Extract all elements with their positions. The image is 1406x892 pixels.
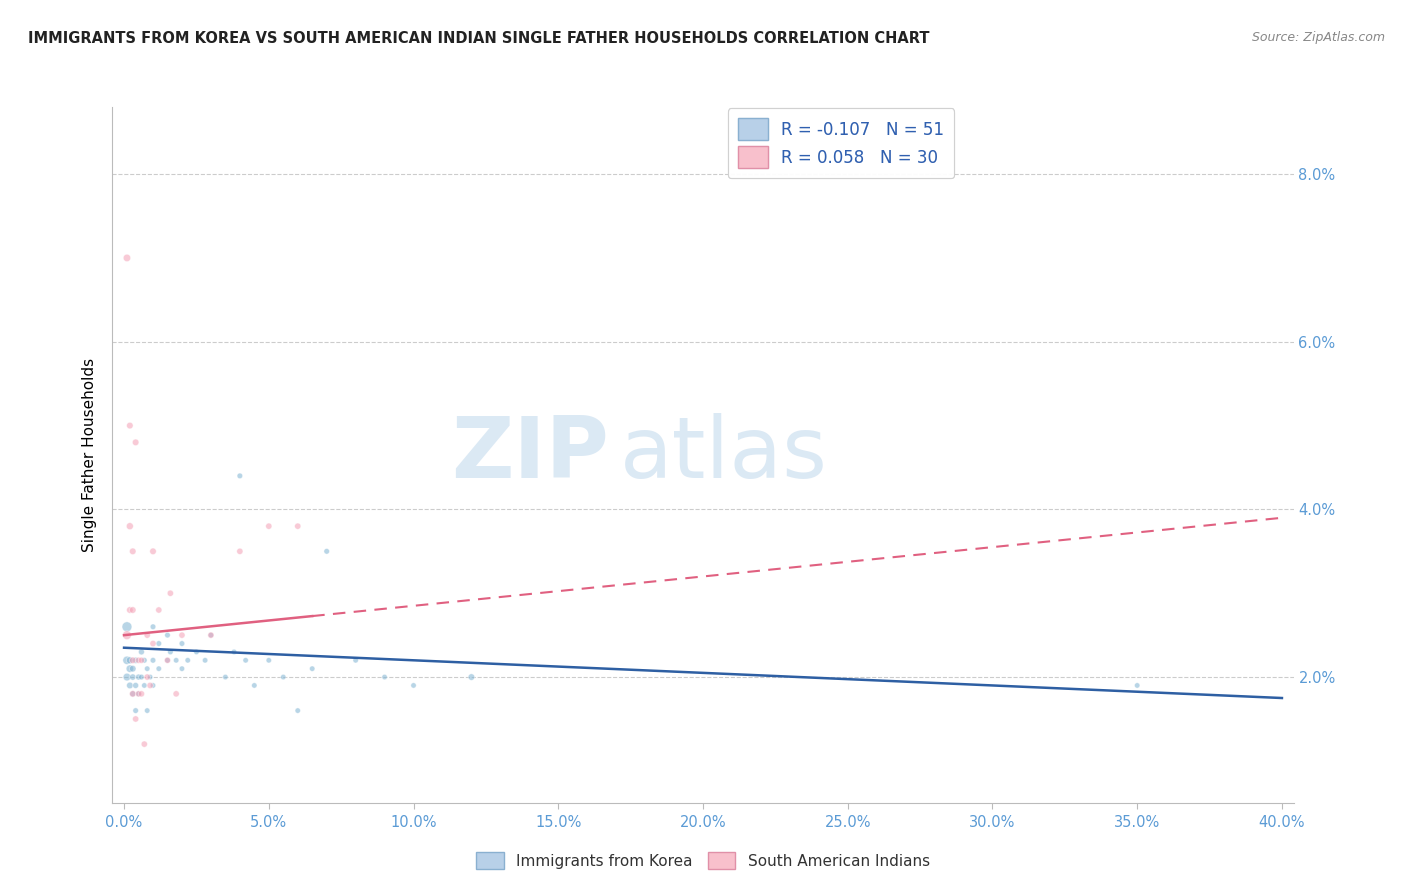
Point: [142, 636, 165, 650]
Point: [235, 653, 257, 667]
Point: [121, 603, 143, 617]
Point: [142, 678, 165, 692]
Point: [229, 468, 252, 483]
Point: [121, 670, 143, 684]
Point: [156, 653, 179, 667]
Point: [271, 670, 294, 684]
Point: [136, 704, 159, 718]
Point: [200, 628, 222, 642]
Point: [170, 662, 193, 676]
Point: [170, 636, 193, 650]
Point: [128, 687, 150, 701]
Point: [142, 620, 165, 634]
Point: [115, 251, 138, 265]
Point: [148, 603, 170, 617]
Point: [287, 519, 309, 533]
Legend: R = -0.107   N = 51, R = 0.058   N = 30: R = -0.107 N = 51, R = 0.058 N = 30: [728, 109, 955, 178]
Point: [131, 653, 153, 667]
Point: [315, 544, 337, 558]
Point: [134, 678, 156, 692]
Point: [194, 653, 217, 667]
Point: [287, 704, 309, 718]
Point: [460, 670, 482, 684]
Point: [374, 670, 396, 684]
Point: [177, 653, 200, 667]
Point: [118, 603, 141, 617]
Point: [124, 653, 146, 667]
Point: [148, 636, 170, 650]
Text: atlas: atlas: [620, 413, 828, 497]
Point: [134, 737, 156, 751]
Point: [118, 418, 141, 433]
Point: [121, 653, 143, 667]
Point: [159, 586, 181, 600]
Point: [118, 678, 141, 692]
Text: Source: ZipAtlas.com: Source: ZipAtlas.com: [1251, 31, 1385, 45]
Point: [344, 653, 367, 667]
Point: [118, 662, 141, 676]
Point: [136, 670, 159, 684]
Point: [115, 620, 138, 634]
Point: [134, 653, 156, 667]
Point: [115, 628, 138, 642]
Point: [142, 653, 165, 667]
Point: [124, 704, 146, 718]
Point: [142, 544, 165, 558]
Point: [115, 670, 138, 684]
Point: [121, 544, 143, 558]
Point: [118, 653, 141, 667]
Point: [257, 653, 280, 667]
Point: [156, 628, 179, 642]
Point: [124, 678, 146, 692]
Point: [124, 435, 146, 450]
Point: [118, 519, 141, 533]
Point: [128, 670, 150, 684]
Point: [229, 544, 252, 558]
Point: [131, 687, 153, 701]
Point: [1126, 678, 1149, 692]
Point: [121, 662, 143, 676]
Point: [165, 687, 187, 701]
Point: [115, 653, 138, 667]
Point: [257, 519, 280, 533]
Point: [121, 687, 143, 701]
Point: [136, 628, 159, 642]
Point: [186, 645, 208, 659]
Legend: Immigrants from Korea, South American Indians: Immigrants from Korea, South American In…: [470, 846, 936, 875]
Point: [222, 645, 245, 659]
Point: [402, 678, 425, 692]
Point: [243, 678, 266, 692]
Point: [214, 670, 236, 684]
Point: [136, 662, 159, 676]
Point: [301, 662, 323, 676]
Y-axis label: Single Father Households: Single Father Households: [82, 358, 97, 552]
Point: [156, 653, 179, 667]
Text: IMMIGRANTS FROM KOREA VS SOUTH AMERICAN INDIAN SINGLE FATHER HOUSEHOLDS CORRELAT: IMMIGRANTS FROM KOREA VS SOUTH AMERICAN …: [28, 31, 929, 46]
Point: [121, 687, 143, 701]
Point: [128, 687, 150, 701]
Point: [139, 678, 162, 692]
Point: [148, 662, 170, 676]
Point: [131, 670, 153, 684]
Point: [159, 645, 181, 659]
Text: ZIP: ZIP: [451, 413, 609, 497]
Point: [124, 712, 146, 726]
Point: [170, 628, 193, 642]
Point: [165, 653, 187, 667]
Point: [139, 670, 162, 684]
Point: [131, 645, 153, 659]
Point: [200, 628, 222, 642]
Point: [128, 653, 150, 667]
